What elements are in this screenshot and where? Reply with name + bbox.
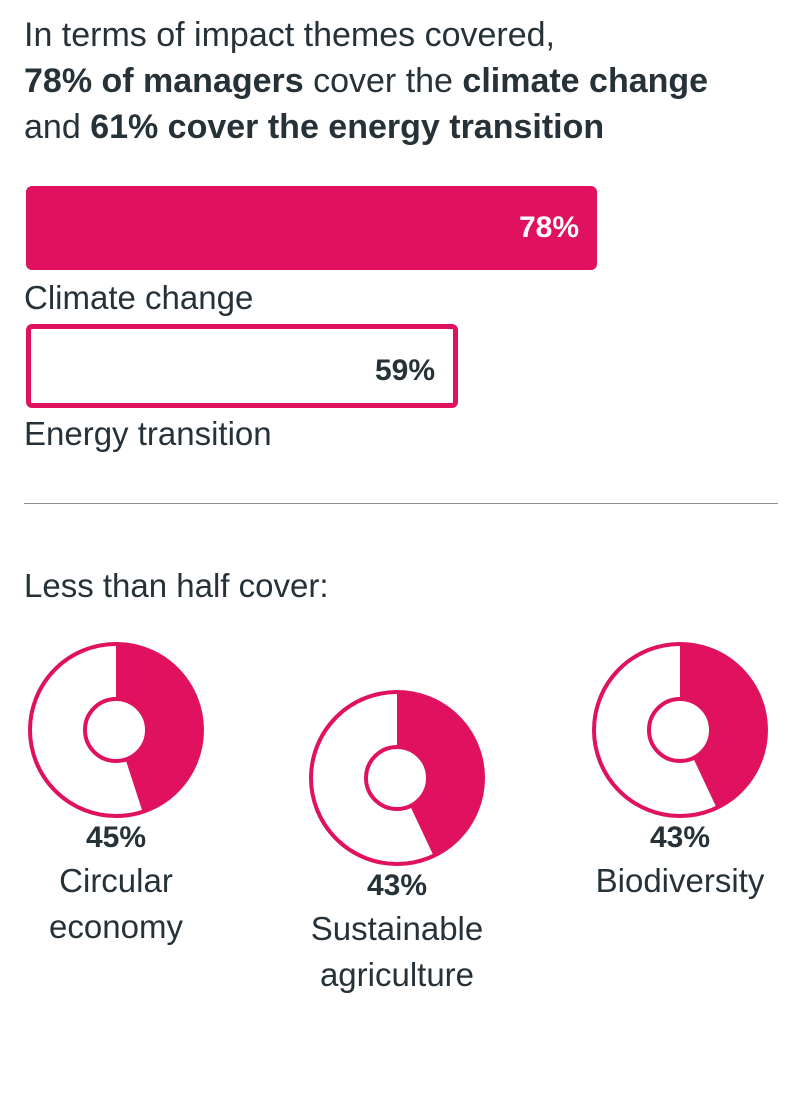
donut-label-sustainable-agriculture: Sustainable agriculture [310,910,484,993]
donut-hole-biodiversity [647,697,713,763]
headline-and: and [24,108,91,146]
headline-line-1: In terms of impact themes covered, [24,16,555,54]
headline-line-2: 78% of managers cover the climate change [24,58,784,104]
bar-label-climate-change: Climate change [24,279,254,316]
donut-group-biodiversity: 43% Biodiversity [580,640,780,904]
bar-value-energy-transition: 59% [374,354,435,387]
donut-segment-sustainable-agriculture [397,692,484,856]
donut-outline-sustainable-agriculture [309,690,485,866]
section-divider [24,503,778,504]
donut-segment-biodiversity [680,644,767,808]
bar-label-energy-transition: Energy transition [24,415,272,452]
donut-group-sustainable-agriculture: 43% Sustainable agriculture [297,688,497,998]
bar-energy-transition: 59% [26,324,458,408]
headline-connector: cover the [303,62,463,100]
donut-value-circular-economy: 45% [85,821,147,854]
headline-climate-change: climate change [462,62,709,100]
donut-outline-biodiversity [592,642,768,818]
headline-energy-stat: 61% cover the energy transition [90,108,605,146]
donut-label-biodiversity: Biodiversity [595,862,765,899]
donut-chart-circular-economy [28,642,204,818]
donut-value-sustainable-agriculture: 43% [366,869,428,902]
donut-label-circular-economy: Circular economy [49,862,183,945]
donut-segment-circular-economy [116,644,203,812]
donut-chart-sustainable-agriculture [309,690,485,866]
headline-line-3: and 61% cover the energy transition [24,104,784,150]
donut-hole-sustainable-agriculture [364,745,430,811]
donut-value-biodiversity: 43% [649,821,711,854]
headline-managers-stat: 78% of managers [24,62,304,100]
subhead: Less than half cover: [24,567,329,604]
donut-chart-biodiversity [592,642,768,818]
donut-group-circular-economy: 45% Circular economy [16,640,216,950]
donut-hole-circular-economy [83,697,149,763]
bar-climate-change: 78% [26,186,597,270]
donut-outline-circular-economy [28,642,204,818]
bar-value-climate-change: 78% [518,211,579,244]
headline: In terms of impact themes covered, 78% o… [24,12,784,150]
